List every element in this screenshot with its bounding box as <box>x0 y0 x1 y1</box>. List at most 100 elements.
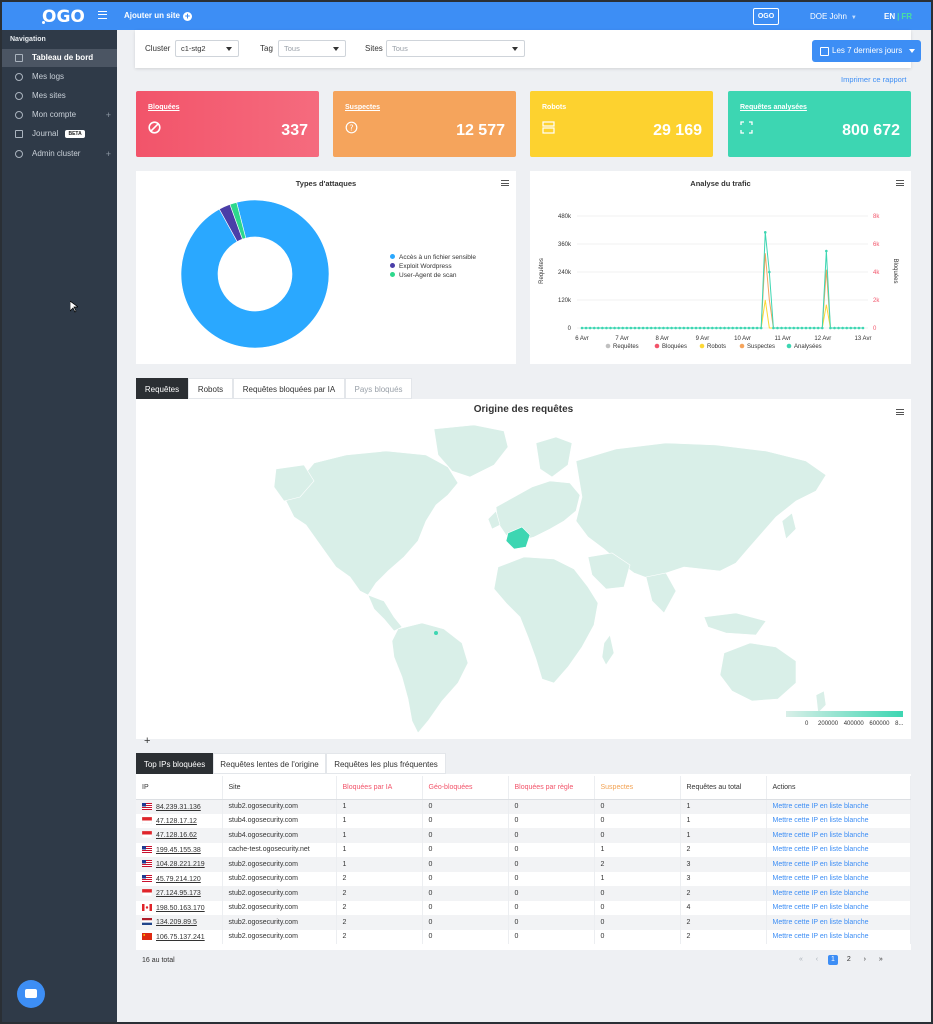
series-analysees-point[interactable] <box>588 326 592 330</box>
chart-menu-icon[interactable] <box>896 180 904 186</box>
region-australia[interactable] <box>719 642 797 702</box>
kpi-robots[interactable]: Robots 29 169 <box>530 91 713 157</box>
series-analysees-point[interactable] <box>609 326 612 330</box>
series-analysees-point[interactable] <box>617 326 620 330</box>
series-analysees-point[interactable] <box>694 326 698 330</box>
cluster-select[interactable]: c1-stg2 <box>175 40 239 57</box>
series-analysees-point[interactable] <box>837 326 840 330</box>
whitelist-ip-link[interactable]: Mettre cette IP en liste blanche <box>772 904 869 912</box>
ip-link[interactable]: 134.209.89.5 <box>156 919 197 927</box>
series-analysees-point[interactable] <box>670 326 673 330</box>
lang-en[interactable]: EN <box>884 12 896 21</box>
ip-link[interactable]: 199.45.155.38 <box>156 846 201 854</box>
region-india[interactable] <box>645 572 677 614</box>
kpi-label[interactable]: Suspectes <box>345 104 381 111</box>
cell-ip[interactable]: 27.124.95.173 <box>136 886 223 901</box>
page-2-button[interactable]: 2 <box>846 956 851 963</box>
series-analysees-point[interactable] <box>666 326 669 330</box>
region-asia[interactable] <box>575 442 827 580</box>
series-analysees-point[interactable] <box>861 326 865 330</box>
sidebar-item-dashboard[interactable]: Tableau de bord <box>2 49 117 67</box>
user-menu[interactable]: DOE John ▼ <box>810 12 857 21</box>
zoom-in-button[interactable]: + <box>144 735 151 747</box>
cell-ip[interactable]: 45.79.214.120 <box>136 871 223 886</box>
legend-dot[interactable] <box>654 343 660 349</box>
lang-fr[interactable]: FR <box>901 12 913 21</box>
donut-slice[interactable] <box>229 201 247 240</box>
chart-menu-icon[interactable] <box>501 180 509 186</box>
legend-dot[interactable] <box>739 343 745 349</box>
sidebar-item-admin-cluster[interactable]: Admin cluster + <box>2 145 117 163</box>
region-north-america[interactable] <box>285 450 459 596</box>
ip-link[interactable]: 47.128.17.12 <box>156 817 197 825</box>
series-analysees-point[interactable] <box>658 326 661 330</box>
cell-ip[interactable]: 198.50.163.170 <box>136 900 223 915</box>
region-france[interactable] <box>505 526 531 550</box>
series-analysees-point[interactable] <box>816 326 820 330</box>
series-analysees-point[interactable] <box>682 326 686 330</box>
series-analysees-point[interactable] <box>792 326 796 330</box>
prev-page-button[interactable]: ‹ <box>815 956 819 963</box>
series-analysees-point[interactable] <box>596 326 600 330</box>
col-rule-blocked[interactable]: Bloquées par règle <box>508 776 595 800</box>
col-total[interactable]: Requêtes au total <box>680 776 767 800</box>
tab-robots[interactable]: Robots <box>188 378 233 399</box>
whitelist-ip-link[interactable]: Mettre cette IP en liste blanche <box>772 918 869 926</box>
ip-link[interactable]: 27.124.95.173 <box>156 890 201 898</box>
ip-link[interactable]: 106.75.137.241 <box>156 933 205 941</box>
region-madagascar[interactable] <box>601 634 615 666</box>
series-analysees-point[interactable] <box>800 326 804 330</box>
series-analysees-point[interactable] <box>784 326 787 330</box>
legend-item[interactable]: User-Agent de scan <box>390 272 456 279</box>
series-analysees-point[interactable] <box>662 326 665 330</box>
tab-ai-blocked[interactable]: Requêtes bloquées par IA <box>233 378 345 399</box>
world-map[interactable] <box>136 421 911 739</box>
sites-select[interactable]: Tous <box>386 40 525 57</box>
expand-icon[interactable]: + <box>105 110 111 120</box>
series-analysees-point[interactable] <box>755 326 759 330</box>
series-analysees-point[interactable] <box>702 326 706 330</box>
first-page-button[interactable]: « <box>799 956 803 963</box>
series-analysees-point[interactable] <box>735 326 739 330</box>
cell-ip[interactable]: 47.128.16.62 <box>136 828 223 843</box>
region-uk[interactable] <box>487 510 501 530</box>
series-analysees-point[interactable] <box>601 326 604 330</box>
series-analysees-point[interactable] <box>592 326 596 330</box>
series-analysees-point[interactable] <box>698 326 702 330</box>
sidebar-item-sites[interactable]: Mes sites <box>2 87 117 105</box>
region-central-america[interactable] <box>367 594 403 632</box>
series-analysees-point[interactable] <box>776 326 779 330</box>
sidebar-item-journal[interactable]: Journal BETA <box>2 125 117 143</box>
tab-top-blocked-ips[interactable]: Top IPs bloquées <box>136 753 213 774</box>
series-analysees-point[interactable] <box>637 326 641 330</box>
series-analysees-point[interactable] <box>723 326 726 330</box>
ip-link[interactable]: 84.239.31.136 <box>156 803 201 811</box>
whitelist-ip-link[interactable]: Mettre cette IP en liste blanche <box>772 933 869 941</box>
whitelist-ip-link[interactable]: Mettre cette IP en liste blanche <box>772 831 869 839</box>
series-analysees-point[interactable] <box>625 326 629 330</box>
cell-ip[interactable]: 47.128.17.12 <box>136 813 223 828</box>
region-new-zealand[interactable] <box>815 690 827 714</box>
whitelist-ip-link[interactable]: Mettre cette IP en liste blanche <box>772 817 869 825</box>
series-analysees-point[interactable] <box>829 326 832 330</box>
series-analysees-point[interactable] <box>833 326 836 330</box>
col-suspect[interactable]: Suspectes <box>594 776 681 800</box>
series-analysees-point[interactable] <box>747 326 751 330</box>
series-analysees-point[interactable] <box>825 249 828 253</box>
series-analysees-point[interactable] <box>584 326 588 330</box>
series-analysees-point[interactable] <box>768 270 771 274</box>
series-analysees-point[interactable] <box>841 326 844 330</box>
series-analysees-point[interactable] <box>808 326 812 330</box>
whitelist-ip-link[interactable]: Mettre cette IP en liste blanche <box>772 875 869 883</box>
sidebar-item-logs[interactable]: Mes logs <box>2 68 117 86</box>
org-badge[interactable]: OGO <box>753 8 779 25</box>
region-greenland[interactable] <box>433 424 509 478</box>
logo[interactable]: OGO <box>42 7 85 27</box>
region-middle-east[interactable] <box>587 552 631 590</box>
whitelist-ip-link[interactable]: Mettre cette IP en liste blanche <box>772 846 869 854</box>
series-analysees-point[interactable] <box>711 326 714 330</box>
tab-slow-origin[interactable]: Requêtes lentes de l'origine <box>213 753 326 774</box>
expand-icon[interactable]: + <box>105 149 111 159</box>
series-analysees-point[interactable] <box>796 326 800 330</box>
series-analysees-point[interactable] <box>727 326 730 330</box>
